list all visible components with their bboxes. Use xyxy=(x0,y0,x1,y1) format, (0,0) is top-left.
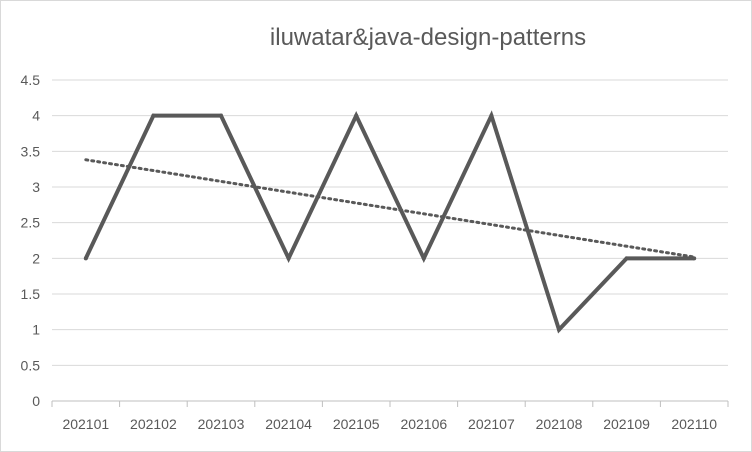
data-point xyxy=(557,327,561,332)
x-tick-label: 202104 xyxy=(265,416,312,432)
x-tick-label: 202109 xyxy=(603,416,650,432)
data-point xyxy=(489,113,494,118)
y-tick-label: 2.5 xyxy=(21,215,41,231)
x-tick-label: 202102 xyxy=(130,416,177,432)
y-tick-label: 3.5 xyxy=(21,143,41,159)
y-tick-label: 1 xyxy=(32,322,40,338)
data-point xyxy=(151,113,156,118)
data-point xyxy=(692,256,697,261)
chart-title: iluwatar&java-design-patterns xyxy=(270,24,586,51)
data-point xyxy=(421,256,426,261)
x-tick-label: 202101 xyxy=(62,416,109,432)
data-point xyxy=(83,256,88,261)
data-point xyxy=(286,256,291,261)
y-tick-label: 4 xyxy=(32,108,40,124)
y-tick-label: 3 xyxy=(32,179,40,195)
x-tick-label: 202107 xyxy=(468,416,515,432)
y-tick-label: 4.5 xyxy=(21,72,41,88)
y-tick-label: 1.5 xyxy=(21,286,41,302)
gridlines xyxy=(52,79,728,402)
x-tick-label: 202108 xyxy=(536,416,583,432)
y-tick-label: 0.5 xyxy=(21,357,41,373)
data-point xyxy=(624,256,629,261)
x-axis: 202101 202102 202103 202104 202105 202106 2021… xyxy=(51,400,729,432)
x-tick-label: 202103 xyxy=(198,416,245,432)
y-tick-label: 0 xyxy=(32,393,40,409)
trendline xyxy=(84,158,696,259)
trendline-line xyxy=(84,158,696,259)
x-tick-label: 202106 xyxy=(400,416,447,432)
y-axis: 0 0.5 1 1.5 2 2.5 3 3.5 4 4.5 xyxy=(21,72,41,409)
series-group xyxy=(83,110,697,334)
series-line-0 xyxy=(83,110,695,334)
data-point xyxy=(219,113,223,118)
y-tick-label: 2 xyxy=(32,250,40,266)
x-tick-label: 202105 xyxy=(333,416,380,432)
data-point xyxy=(354,113,359,118)
x-tick-label: 202110 xyxy=(671,416,717,432)
